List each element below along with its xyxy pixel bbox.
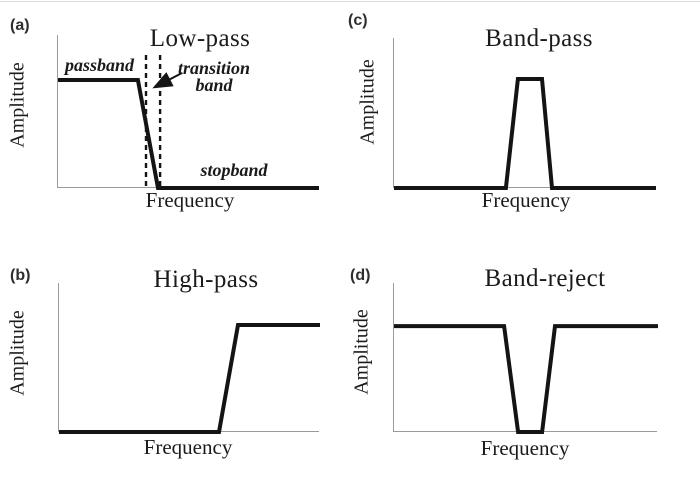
panel-band-reject: (d) Band-reject Amplitude Frequency: [340, 240, 700, 485]
panel-title-low-pass: Low-pass: [149, 25, 251, 52]
panel-tag-a: (a): [10, 17, 30, 34]
low-pass-annotations: [144, 55, 183, 188]
y-axis-label-amplitude: Amplitude: [350, 309, 373, 395]
plot-area-low-pass: passband transition band stopband: [57, 35, 319, 190]
panel-low-pass: (a) Low-pass Amplitude Frequency passban…: [0, 0, 340, 240]
panel-title-band-reject: Band-reject: [484, 265, 606, 292]
panel-tag-c: (c): [348, 12, 368, 29]
panel-tag-b: (b): [10, 267, 31, 284]
transition-band-label: transition band: [177, 58, 251, 95]
stopband-label: stopband: [200, 160, 268, 180]
panel-title-band-pass: Band-pass: [485, 25, 593, 52]
low-pass-response-curve: [58, 78, 319, 190]
panel-tag-d: (d): [350, 267, 371, 284]
y-axis-label-amplitude: Amplitude: [6, 62, 29, 148]
x-axis-label-frequency: Frequency: [145, 188, 235, 212]
high-pass-response-curve: [59, 323, 320, 434]
x-axis-label-frequency: Frequency: [143, 435, 233, 459]
y-axis-label-amplitude: Amplitude: [6, 310, 29, 396]
panel-band-pass: (c) Band-pass Amplitude Frequency: [340, 0, 700, 240]
plot-area-band-pass: [393, 38, 656, 190]
transition-band-label-line1: transition: [177, 58, 251, 78]
band-reject-response-curve: [394, 324, 658, 434]
passband-label: passband: [65, 55, 135, 75]
x-axis-label-frequency: Frequency: [481, 188, 571, 212]
plot-area-high-pass: [58, 283, 320, 434]
x-axis-label-frequency: Frequency: [480, 436, 570, 460]
plot-area-band-reject: [393, 283, 658, 434]
band-pass-response-curve: [394, 77, 656, 190]
transition-band-label-line2: band: [195, 75, 233, 95]
y-axis-label-amplitude: Amplitude: [356, 59, 379, 145]
panel-title-high-pass: High-pass: [153, 266, 259, 293]
page-top-border: [0, 1, 700, 2]
panel-high-pass: (b) High-pass Amplitude Frequency: [0, 240, 340, 485]
